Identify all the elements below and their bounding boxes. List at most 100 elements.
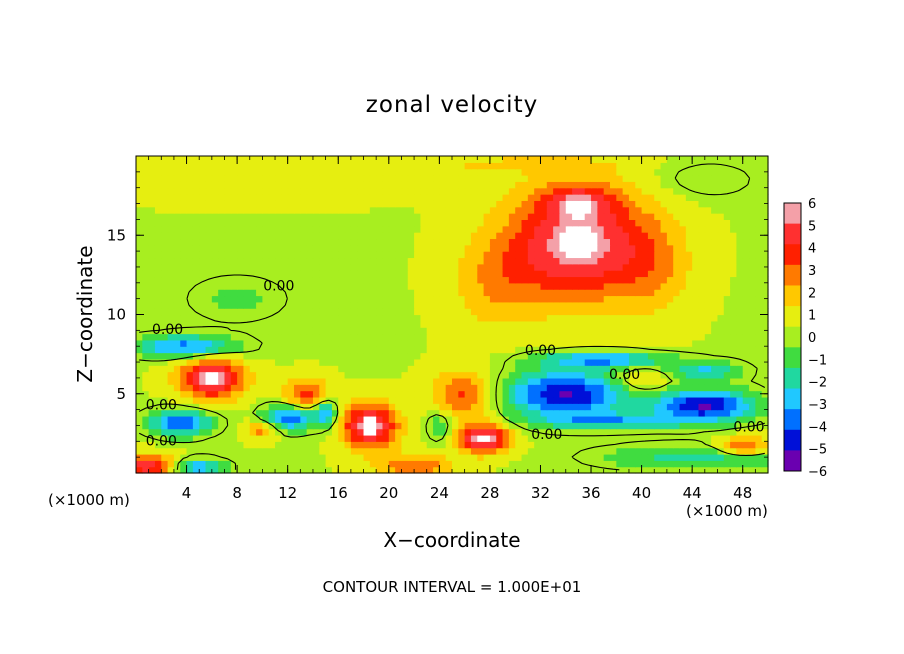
heatmap-cell (464, 447, 472, 455)
heatmap-cell (515, 466, 523, 474)
heatmap-cell (331, 251, 339, 259)
heatmap-cell (717, 314, 725, 322)
heatmap-cell (622, 403, 630, 411)
heatmap-cell (154, 282, 162, 290)
heatmap-cell (205, 396, 213, 404)
heatmap-cell (685, 187, 693, 195)
heatmap-cell (610, 352, 617, 360)
heatmap-cell (502, 447, 510, 455)
heatmap-cell (249, 384, 257, 392)
heatmap-cell (730, 301, 737, 309)
heatmap-cell (414, 333, 421, 341)
heatmap-cell (319, 415, 327, 423)
heatmap-cell (578, 358, 586, 366)
heatmap-cell (331, 434, 339, 442)
heatmap-cell (312, 377, 320, 385)
heatmap-cell (319, 244, 327, 252)
heatmap-cell (477, 460, 485, 468)
heatmap-cell (755, 219, 763, 227)
heatmap-cell (591, 282, 598, 290)
heatmap-cell (641, 460, 649, 468)
heatmap-cell (186, 289, 194, 297)
heatmap-cell (325, 358, 333, 366)
heatmap-cell (572, 156, 579, 163)
heatmap-cell (338, 377, 346, 385)
heatmap-cell (572, 333, 579, 341)
heatmap-cell (237, 244, 245, 252)
heatmap-cell (565, 200, 573, 208)
heatmap-cell (338, 251, 346, 259)
heatmap-cell (439, 238, 447, 246)
heatmap-cell (237, 156, 245, 163)
heatmap-cell (534, 333, 542, 341)
heatmap-cell (559, 225, 567, 233)
heatmap-cell (698, 339, 706, 347)
heatmap-cell (749, 219, 756, 227)
heatmap-cell (666, 434, 674, 442)
heatmap-cell (186, 358, 194, 366)
heatmap-cell (249, 352, 257, 360)
heatmap-cell (148, 213, 156, 220)
heatmap-cell (173, 434, 181, 442)
heatmap-cell (199, 194, 207, 201)
heatmap-cell (414, 295, 421, 303)
heatmap-cell (464, 194, 472, 201)
heatmap-cell (294, 181, 301, 189)
heatmap-cell (294, 466, 301, 474)
heatmap-cell (749, 308, 756, 316)
heatmap-cell (717, 390, 725, 398)
heatmap-cell (414, 251, 421, 259)
heatmap-cell (319, 263, 327, 271)
heatmap-cell (641, 453, 649, 461)
heatmap-cell (483, 377, 491, 385)
heatmap-cell (287, 194, 295, 201)
heatmap-cell (635, 466, 643, 474)
heatmap-cell (584, 225, 592, 233)
heatmap-cell (584, 358, 592, 366)
heatmap-cell (755, 415, 763, 423)
heatmap-cell (553, 441, 561, 449)
heatmap-cell (312, 289, 320, 297)
heatmap-cell (730, 225, 737, 233)
heatmap-cell (407, 175, 415, 182)
heatmap-cell (584, 377, 592, 385)
heatmap-cell (755, 403, 763, 411)
heatmap-cell (470, 377, 478, 385)
heatmap-cell (401, 422, 409, 430)
heatmap-cell (553, 276, 561, 284)
heatmap-cell (401, 447, 409, 455)
heatmap-cell (224, 308, 232, 316)
heatmap-cell (508, 289, 516, 297)
heatmap-cell (616, 346, 624, 354)
heatmap-cell (306, 409, 314, 417)
heatmap-cell (407, 181, 415, 189)
heatmap-cell (281, 200, 289, 208)
heatmap-cell (382, 428, 390, 436)
heatmap-cell (698, 263, 706, 271)
heatmap-cell (610, 365, 617, 373)
heatmap-cell (565, 156, 573, 163)
heatmap-cell (268, 428, 276, 436)
heatmap-cell (704, 219, 712, 227)
heatmap-cell (452, 371, 459, 379)
heatmap-cell (439, 200, 447, 208)
heatmap-cell (218, 434, 226, 442)
heatmap-cell (142, 434, 150, 442)
heatmap-cell (546, 441, 554, 449)
heatmap-cell (515, 409, 523, 417)
heatmap-cell (578, 156, 586, 163)
heatmap-cell (717, 365, 725, 373)
heatmap-cell (325, 415, 333, 423)
heatmap-cell (489, 377, 497, 385)
heatmap-cell (306, 358, 314, 366)
heatmap-cell (603, 257, 611, 265)
heatmap-cell (312, 225, 320, 233)
heatmap-cell (256, 238, 263, 246)
heatmap-cell (445, 339, 453, 347)
heatmap-cell (527, 213, 535, 220)
heatmap-cell (546, 289, 554, 297)
heatmap-cell (433, 365, 440, 373)
heatmap-cell (540, 333, 548, 341)
heatmap-cell (508, 162, 516, 170)
heatmap-cell (186, 396, 194, 404)
